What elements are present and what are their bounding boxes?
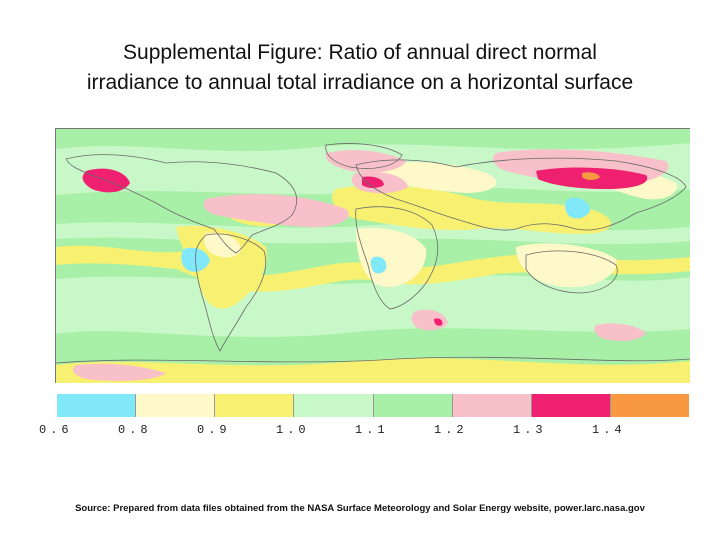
legend-swatch — [57, 394, 137, 417]
legend-tick-label: 1.1 — [355, 423, 389, 437]
patch-asia-low — [565, 197, 590, 219]
legend-tick-label: 1.0 — [276, 423, 310, 437]
legend-tick-label: 1.4 — [592, 423, 626, 437]
zone-amazon — [203, 232, 241, 258]
patch-sahara-high — [362, 176, 384, 188]
source-note: Source: Prepared from data files obtaine… — [75, 503, 645, 514]
legend-swatch — [373, 394, 453, 417]
patch-atlantic-high — [434, 318, 443, 326]
color-legend — [57, 394, 689, 417]
map-canvas — [56, 129, 690, 383]
legend-tick-label: 0.8 — [118, 423, 152, 437]
legend-swatch — [294, 394, 374, 417]
zone-north-america-east — [203, 194, 349, 228]
patch-asia-peak — [582, 172, 600, 180]
zone-south-pacific — [594, 323, 646, 341]
legend-tick-label: 0.6 — [39, 423, 73, 437]
legend-swatch — [610, 394, 689, 417]
legend-tick-labels: 0.6 0.8 0.9 1.0 1.1 1.2 1.3 1.4 — [0, 423, 720, 439]
legend-swatch — [531, 394, 611, 417]
patch-africa-low — [370, 256, 387, 274]
coastlines — [56, 143, 690, 364]
legend-swatch — [215, 394, 295, 417]
legend-tick-label: 0.9 — [197, 423, 231, 437]
zone-antarctic-west — [72, 363, 166, 381]
legend-swatch — [136, 394, 216, 417]
zone-greenland — [325, 150, 406, 173]
legend-tick-label: 1.3 — [513, 423, 547, 437]
zone-south-america — [176, 225, 267, 309]
legend-tick-label: 1.2 — [434, 423, 468, 437]
title-line-1: Supplemental Figure: Ratio of annual dir… — [123, 41, 597, 64]
zone-central-africa — [356, 227, 427, 288]
zone-antarctic — [56, 358, 690, 383]
zone-north-africa-asia — [332, 185, 611, 234]
figure-title: Supplemental Figure: Ratio of annual dir… — [0, 38, 720, 98]
zone-europe — [379, 162, 497, 193]
title-line-2: irradiance to annual total irradiance on… — [86, 71, 634, 94]
world-ratio-map — [55, 128, 690, 383]
legend-swatch — [452, 394, 532, 417]
